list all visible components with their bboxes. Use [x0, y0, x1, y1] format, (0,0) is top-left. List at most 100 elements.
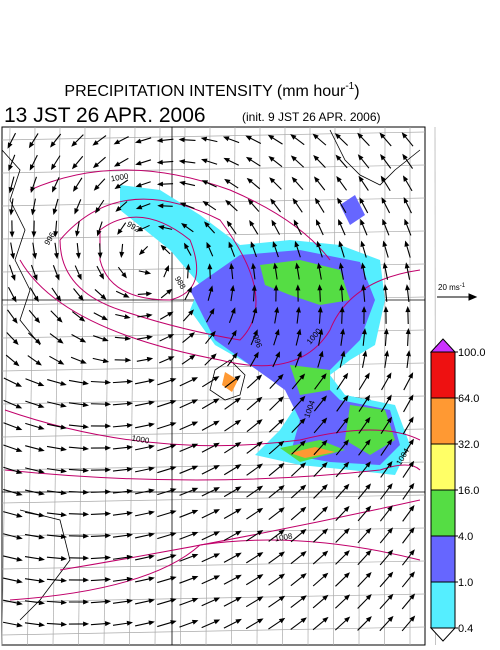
colorbar-label: 1.0: [458, 577, 473, 589]
wind-head: [8, 164, 13, 172]
wind-head: [29, 164, 35, 171]
wind-head: [317, 306, 323, 313]
graticule-line: [1, 527, 426, 537]
colorbar-label: 4.0: [458, 531, 473, 543]
wind-head: [339, 284, 345, 291]
wind-head: [181, 222, 188, 229]
wind-head: [185, 263, 191, 270]
wind-head: [321, 395, 327, 402]
wind-head: [183, 242, 190, 250]
wind-head: [409, 549, 415, 556]
wind-head: [179, 180, 186, 186]
wind-head: [268, 156, 275, 162]
wind-head: [321, 417, 328, 424]
wind-head: [191, 575, 199, 581]
wind-head: [105, 401, 112, 407]
wind-head: [11, 295, 17, 303]
wind-head: [290, 155, 297, 162]
wind-head: [343, 505, 350, 512]
wind-head: [178, 159, 186, 165]
wind-head: [300, 617, 307, 623]
wind-head: [408, 394, 414, 401]
title-text: PRECIPITATION INTENSITY (mm hour: [64, 83, 346, 100]
wind-head: [38, 446, 45, 452]
wind-head: [170, 554, 177, 559]
wind-head: [365, 549, 372, 556]
wind-head: [387, 527, 394, 534]
wind-head: [253, 351, 259, 359]
wind-head: [387, 593, 394, 600]
graticule-line: [256, 126, 261, 646]
wind-head: [170, 466, 177, 471]
wind-head: [235, 508, 242, 514]
wind-head: [299, 373, 306, 380]
wind-scale-arrow: [437, 293, 478, 301]
wind-head: [104, 511, 112, 517]
wind-head: [148, 554, 155, 560]
wind-head: [343, 417, 349, 424]
wind-head: [256, 396, 263, 403]
wind-head: [299, 440, 306, 447]
wind-head: [251, 284, 257, 291]
wind-head: [113, 139, 121, 145]
graticule-line: [52, 126, 61, 646]
wind-head: [38, 622, 46, 628]
wind-head: [365, 616, 372, 623]
wind-head: [293, 219, 299, 226]
graticule-line: [27, 126, 36, 646]
wind-head: [223, 136, 230, 142]
wind-head: [225, 199, 232, 206]
wind-head: [83, 511, 90, 517]
wind-head: [344, 616, 351, 623]
wind-head: [256, 552, 264, 558]
wind-head: [13, 360, 20, 367]
wind-head: [300, 484, 307, 491]
wind-head: [104, 621, 112, 627]
wind-head: [342, 394, 349, 402]
wind-head: [315, 219, 321, 226]
wind-head: [245, 156, 253, 163]
wind-head: [76, 273, 82, 281]
wind-head: [60, 555, 68, 561]
title-sup: -1: [345, 81, 354, 92]
wind-head: [379, 132, 386, 139]
wind-head: [125, 357, 132, 363]
wind-head: [126, 554, 133, 560]
wind-head: [97, 252, 103, 259]
wind-head: [79, 337, 87, 343]
wind-head: [278, 573, 286, 580]
wind-head: [344, 594, 351, 601]
wind-head: [187, 286, 193, 293]
wind-head: [300, 573, 307, 579]
wind-head: [213, 575, 221, 581]
wind-head: [291, 176, 298, 183]
wind-head: [386, 460, 393, 468]
graticule-line: [1, 626, 426, 636]
wind-head: [404, 262, 410, 269]
wind-head: [365, 571, 372, 579]
arrow-head: [468, 293, 478, 301]
wind-head: [38, 512, 45, 518]
coast: [209, 359, 246, 401]
wind-head: [365, 527, 372, 534]
wind-head: [170, 532, 177, 537]
wind-head: [316, 262, 322, 269]
wind-head: [405, 306, 411, 313]
wind-head: [312, 133, 319, 140]
wind-head: [100, 294, 107, 300]
wind-head: [250, 241, 256, 248]
wind-head: [278, 440, 285, 447]
wind-head: [146, 356, 154, 362]
wind-head: [343, 572, 350, 579]
wind-head: [343, 439, 350, 446]
wind-head: [144, 269, 152, 275]
wind-head: [256, 529, 264, 536]
wind-head: [213, 442, 220, 448]
wind-head: [277, 396, 284, 403]
wind-head: [135, 160, 142, 166]
wind-head: [160, 244, 167, 251]
wind-head: [409, 593, 416, 600]
wind-head: [273, 284, 279, 291]
wind-head: [93, 184, 100, 191]
wind-head: [78, 294, 84, 302]
